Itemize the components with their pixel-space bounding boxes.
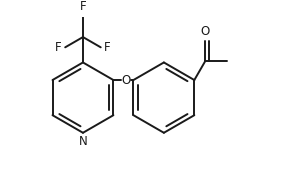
Text: O: O [201,25,210,38]
Text: F: F [55,41,62,54]
Text: N: N [79,135,87,148]
Text: F: F [104,41,111,54]
Text: O: O [122,74,131,86]
Text: F: F [80,0,86,13]
